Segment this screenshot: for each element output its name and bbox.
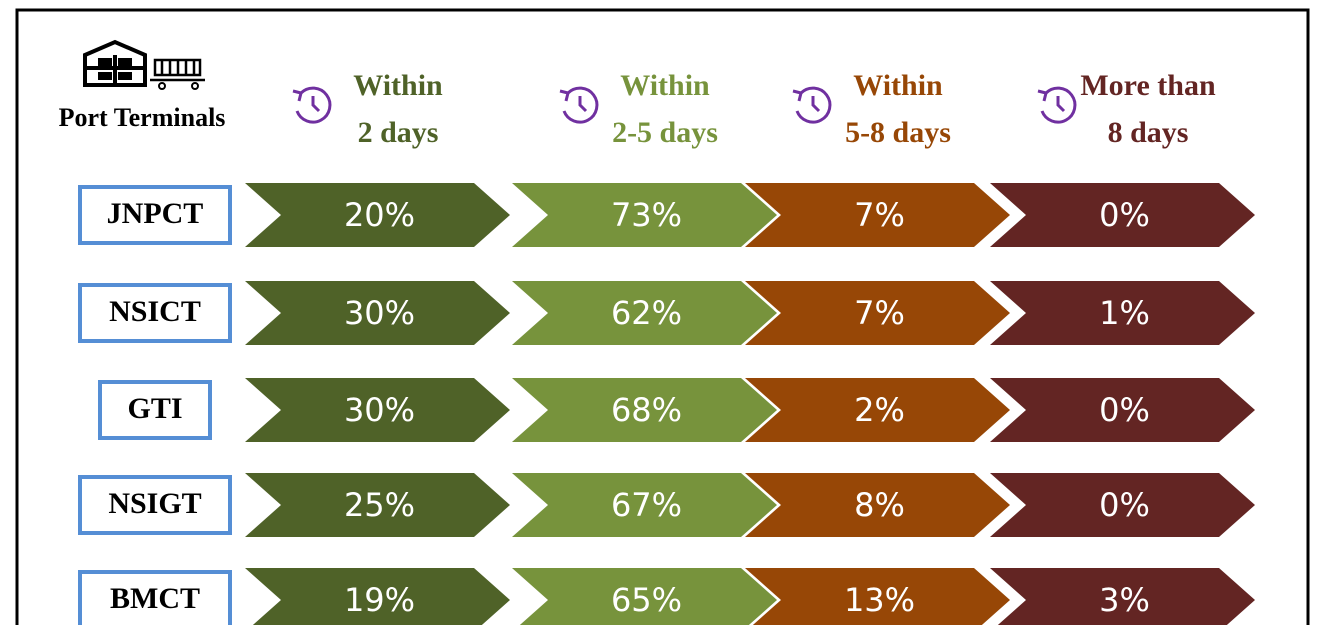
- frame: [15, 8, 1310, 625]
- terminal-name: JNPCT: [107, 197, 204, 230]
- percentage: 25%: [344, 486, 415, 524]
- header-label: Port Terminals: [59, 103, 226, 132]
- percentage: 13%: [844, 581, 915, 619]
- chevron: [745, 281, 1010, 345]
- percentage: 7%: [854, 196, 905, 234]
- chevron: [745, 568, 1010, 625]
- column-header: 2 days: [358, 116, 439, 149]
- chevron: [245, 473, 510, 537]
- percentage: 30%: [344, 294, 415, 332]
- percentage: 73%: [611, 196, 682, 234]
- percentage: 0%: [1099, 196, 1150, 234]
- percentage: 1%: [1099, 294, 1150, 332]
- percentage: 30%: [344, 391, 415, 429]
- chevron: [745, 183, 1010, 247]
- clock-icon: [292, 86, 332, 124]
- clock-icon: [559, 86, 599, 124]
- percentage: 65%: [611, 581, 682, 619]
- clock-arrow: [792, 89, 803, 102]
- chevron: [990, 378, 1255, 442]
- percentage: 19%: [344, 581, 415, 619]
- column-header: Within: [853, 69, 943, 102]
- clock-face: [295, 86, 332, 124]
- terminal-name: GTI: [127, 392, 182, 425]
- chevron: [990, 183, 1255, 247]
- clock-arrow: [1037, 89, 1048, 102]
- percentage: 3%: [1099, 581, 1150, 619]
- percentage: 68%: [611, 391, 682, 429]
- column-header: 5-8 days: [845, 116, 951, 149]
- chevron: [245, 568, 510, 625]
- percentage: 0%: [1099, 486, 1150, 524]
- clock-hands: [578, 96, 588, 113]
- chevron: [990, 473, 1255, 537]
- chevron: [512, 378, 777, 442]
- chevron: [745, 378, 1010, 442]
- clock-hands: [1056, 96, 1066, 113]
- chevron: [512, 183, 777, 247]
- terminal-box: [78, 283, 232, 343]
- clock-face: [1040, 86, 1077, 124]
- chevron: [245, 378, 510, 442]
- percentage: 62%: [611, 294, 682, 332]
- clock-arrow: [292, 89, 303, 102]
- clock-face: [795, 86, 832, 124]
- chevron: [990, 568, 1255, 625]
- percentage: 2%: [854, 391, 905, 429]
- terminal-icon: [83, 39, 205, 90]
- terminal-box: [98, 380, 212, 440]
- percentage: 0%: [1099, 391, 1150, 429]
- terminal-box: [78, 570, 232, 625]
- column-header: 8 days: [1108, 116, 1189, 149]
- terminal-name: NSICT: [109, 295, 201, 328]
- clock-face: [562, 86, 599, 124]
- percentage: 7%: [854, 294, 905, 332]
- terminal-box: [78, 185, 232, 245]
- column-header: Within: [353, 69, 443, 102]
- terminal-name: NSIGT: [108, 487, 201, 520]
- chevron: [512, 473, 777, 537]
- clock-hands: [311, 96, 321, 113]
- chevron: [245, 281, 510, 345]
- percentage: 8%: [854, 486, 905, 524]
- clock-arrow: [559, 89, 570, 102]
- column-header: More than: [1080, 69, 1216, 102]
- chevron: [990, 281, 1255, 345]
- chevron: [512, 281, 777, 345]
- clock-hands: [811, 96, 821, 113]
- terminal-box: [78, 475, 232, 535]
- percentage: 20%: [344, 196, 415, 234]
- chevron: [745, 473, 1010, 537]
- chevron: [512, 568, 777, 625]
- chevron: [245, 183, 510, 247]
- terminal-name: BMCT: [110, 582, 200, 615]
- column-header: Within: [620, 69, 710, 102]
- percentage: 67%: [611, 486, 682, 524]
- column-header: 2-5 days: [612, 116, 718, 149]
- clock-icon: [1037, 86, 1077, 124]
- clock-icon: [792, 86, 832, 124]
